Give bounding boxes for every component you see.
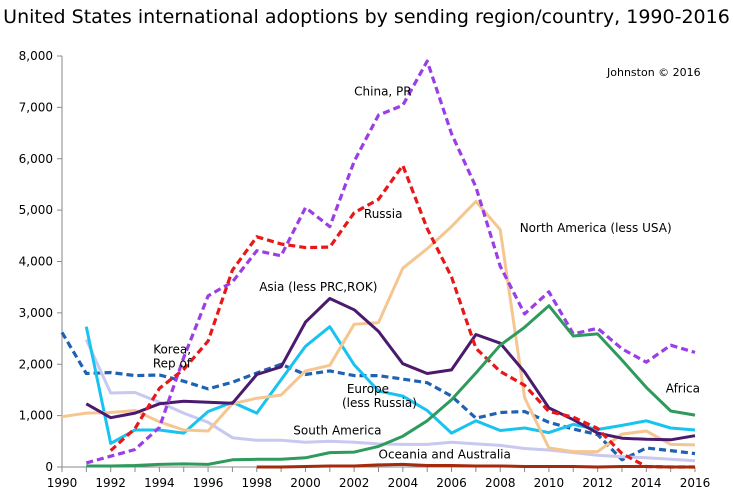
x-tick-label: 2008 bbox=[485, 476, 516, 490]
y-tick-label: 2,000 bbox=[19, 357, 53, 371]
chart-title: United States international adoptions by… bbox=[3, 6, 730, 28]
series-line-china-pr bbox=[85, 59, 696, 465]
x-tick-label: 2014 bbox=[631, 476, 662, 490]
series-line-oceania-and-australia bbox=[256, 462, 695, 469]
series-line-korea-rep-of bbox=[60, 331, 696, 462]
series-label: Africa bbox=[666, 382, 700, 396]
series-line-south-america bbox=[84, 338, 696, 463]
series-label: Rep of bbox=[153, 356, 192, 370]
y-tick-label: 1,000 bbox=[19, 409, 53, 423]
x-tick-label: 1994 bbox=[144, 476, 175, 490]
series-layer bbox=[60, 59, 696, 469]
x-tick-label: 2002 bbox=[339, 476, 370, 490]
series-label: China, PR bbox=[354, 85, 411, 99]
series-label: North America (less USA) bbox=[520, 221, 672, 235]
chart-credit: Johnston © 2016 bbox=[606, 66, 701, 79]
series-label: Oceania and Australia bbox=[379, 447, 511, 461]
y-tick-label: 3,000 bbox=[19, 306, 53, 320]
y-tick-label: 5,000 bbox=[19, 203, 53, 217]
y-tick-label: 7,000 bbox=[19, 100, 53, 114]
y-tick-label: 0 bbox=[45, 460, 53, 474]
y-tick-label: 4,000 bbox=[19, 255, 53, 269]
series-line-africa bbox=[86, 304, 696, 468]
series-line-asia-less-prc-rok bbox=[85, 297, 696, 442]
x-tick-label: 2006 bbox=[436, 476, 467, 490]
x-tick-label: 1998 bbox=[241, 476, 272, 490]
x-tick-label: 1992 bbox=[95, 476, 126, 490]
series-label: South America bbox=[293, 424, 381, 438]
series-line-north-america-less-usa bbox=[61, 199, 696, 454]
y-tick-label: 8,000 bbox=[19, 49, 53, 63]
x-tick-label: 2000 bbox=[290, 476, 321, 490]
x-tick-label: 2016 bbox=[680, 476, 711, 490]
x-tick-label: 2010 bbox=[534, 476, 565, 490]
series-line-russia bbox=[109, 163, 695, 469]
x-tick-label: 1990 bbox=[47, 476, 78, 490]
x-tick-label: 2004 bbox=[388, 476, 419, 490]
series-label: Europe bbox=[347, 382, 389, 396]
series-label: Russia bbox=[364, 207, 403, 221]
series-label: (less Russia) bbox=[342, 396, 417, 410]
x-tick-label: 1996 bbox=[193, 476, 224, 490]
series-label: Korea, bbox=[153, 342, 191, 356]
axes: 0 1,000 2,000 3,000 4,000 5,000 6,000 7,000 8,00… bbox=[19, 49, 711, 490]
y-tick-label: 6,000 bbox=[19, 152, 53, 166]
x-tick-label: 2012 bbox=[582, 476, 613, 490]
series-labels: China, PR Russia North America (less USA) A… bbox=[153, 85, 700, 462]
series-label: Asia (less PRC,ROK) bbox=[259, 280, 377, 294]
